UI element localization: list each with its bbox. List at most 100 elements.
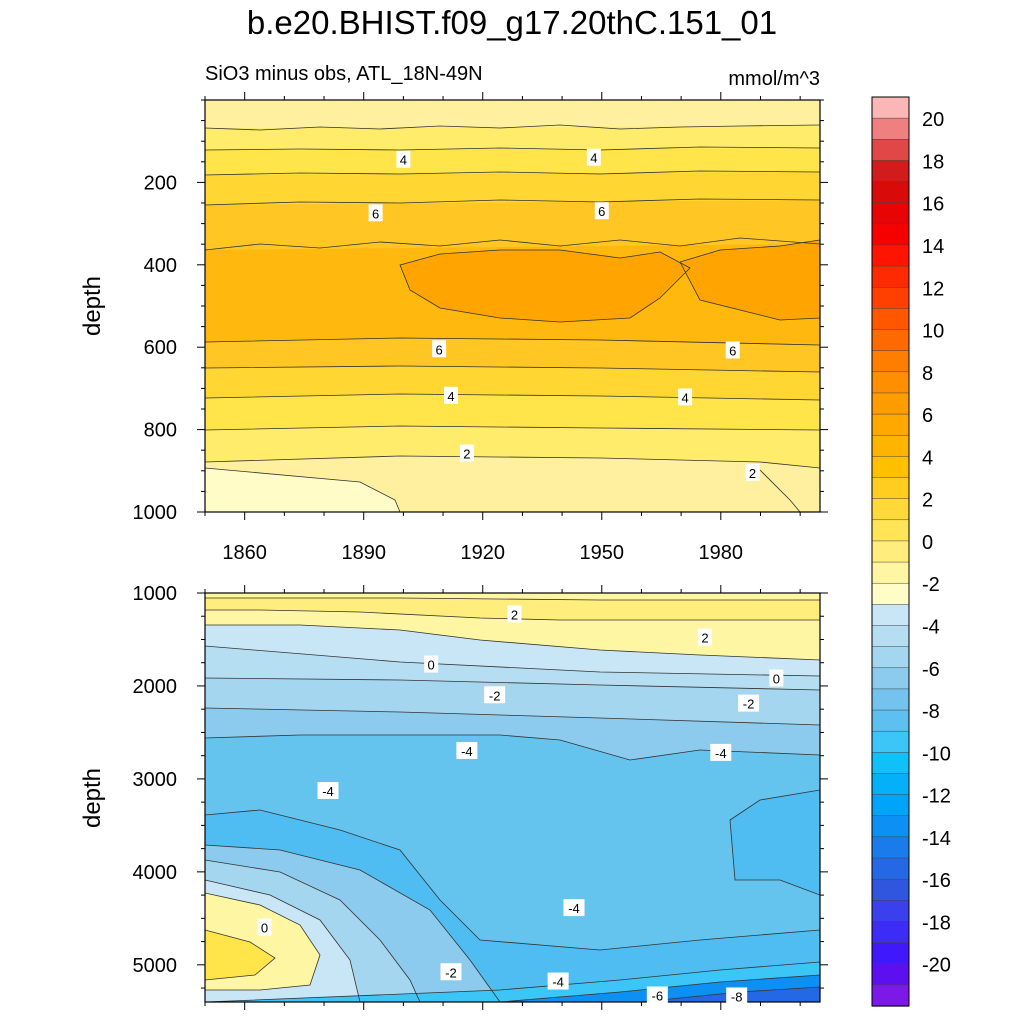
- colorbar-swatch: [871, 984, 910, 1007]
- colorbar-swatch: [871, 582, 910, 605]
- svg-text:6: 6: [372, 206, 379, 221]
- svg-text:6: 6: [598, 204, 605, 219]
- lower-contour-label: -4: [710, 743, 732, 761]
- colorbar-tick-label: -10: [922, 743, 951, 765]
- colorbar-swatch: [871, 392, 910, 415]
- upper-panel: 4 4 6 6 6 6 4 4 2 2 1860 1890 1920 1950 1980 200 400 600…: [79, 92, 828, 564]
- colorbar-tick-label: 0: [922, 532, 933, 554]
- lower-contour-lines: [205, 597, 820, 1002]
- colorbar-tick-label: -6: [922, 659, 940, 681]
- colorbar-swatch: [871, 921, 910, 944]
- upper-contour-label: 6: [725, 341, 740, 359]
- upper-y-axis-label: depth: [79, 276, 106, 336]
- svg-text:0: 0: [428, 658, 435, 673]
- colorbar-swatch: [871, 709, 910, 732]
- lower-y-tick-label: 4000: [133, 862, 178, 884]
- lower-contour-labels: 2 2 0 0 -2 -2 -4 -4 -4 -4 0 -2 -4 -6 -8: [257, 605, 784, 1005]
- svg-text:0: 0: [773, 672, 780, 687]
- colorbar-swatch: [871, 730, 910, 753]
- colorbar-swatch: [871, 265, 910, 288]
- colorbar-swatch: [871, 815, 910, 838]
- colorbar-swatch: [871, 604, 910, 627]
- colorbar-swatch: [871, 540, 910, 563]
- colorbar-swatch: [871, 350, 910, 373]
- upper-contour-lines: [205, 124, 820, 512]
- upper-contour-label: 2: [745, 463, 760, 481]
- svg-text:-4: -4: [461, 744, 473, 759]
- colorbar-swatch: [871, 752, 910, 775]
- lower-y-tick-label: 3000: [133, 769, 178, 791]
- lower-contour-label: -4: [563, 899, 585, 917]
- colorbar-swatch: [871, 434, 910, 458]
- chart-title: b.e20.BHIST.f09_g17.20thC.151_01: [246, 4, 778, 41]
- svg-text:-8: -8: [731, 989, 743, 1004]
- lower-panel: 2 2 0 0 -2 -2 -4 -4 -4 -4 0 -2 -4 -6 -8 1000 2000 3000 40…: [79, 583, 828, 1010]
- upper-contour-label: 6: [594, 202, 609, 220]
- svg-text:2: 2: [463, 446, 470, 461]
- upper-contour-label: 6: [368, 204, 383, 222]
- colorbar-swatch: [871, 667, 910, 690]
- upper-contour-label: 6: [432, 340, 447, 358]
- upper-y-tick-label: 600: [144, 337, 177, 359]
- svg-text:2: 2: [749, 466, 756, 481]
- upper-contour-labels: 4 4 6 6 6 6 4 4 2 2: [368, 148, 760, 481]
- upper-contour-label: 2: [459, 444, 474, 462]
- svg-text:-2: -2: [489, 688, 501, 703]
- colorbar-tick-label: 12: [922, 278, 944, 300]
- colorbar-tick-label: -8: [922, 701, 940, 723]
- lower-y-tick-label: 1000: [133, 583, 178, 605]
- colorbar-swatch: [871, 329, 910, 352]
- colorbar-swatch: [871, 963, 910, 986]
- svg-text:-4: -4: [568, 901, 580, 916]
- colorbar-tick-label: -14: [922, 828, 951, 850]
- colorbar-swatch: [871, 477, 910, 500]
- colorbar-swatch: [871, 413, 910, 436]
- lower-contour-label: -2: [738, 694, 760, 712]
- upper-x-tick-label: 1860: [222, 542, 267, 564]
- colorbar-tick-label: -2: [922, 574, 940, 596]
- svg-text:-4: -4: [715, 746, 727, 761]
- upper-axes: 1860 1890 1920 1950 1980 200 400 600 800 1000: [133, 92, 828, 564]
- colorbar-swatch: [871, 773, 910, 796]
- colorbar-swatch: [871, 498, 910, 521]
- colorbar-swatch: [871, 688, 910, 711]
- lower-y-tick-label: 2000: [133, 676, 178, 698]
- colorbar-swatch: [871, 646, 910, 669]
- lower-contour-label: -2: [484, 686, 506, 704]
- colorbar-tick-label: 14: [922, 236, 944, 258]
- lower-contour-label: 0: [257, 918, 272, 936]
- colorbar-swatch: [871, 900, 910, 923]
- svg-text:-4: -4: [552, 975, 564, 990]
- colorbar-tick-label: 6: [922, 405, 933, 427]
- lower-contour-label: 0: [424, 655, 439, 673]
- colorbar-tick-label: 10: [922, 321, 944, 343]
- upper-contour-label: 4: [396, 150, 411, 168]
- colorbar-tick-label: 18: [922, 151, 944, 173]
- upper-contour-label: 4: [444, 386, 458, 404]
- colorbar-swatch: [871, 857, 910, 880]
- svg-text:2: 2: [511, 607, 518, 622]
- colorbar-swatch: [871, 625, 910, 648]
- upper-x-tick-label: 1890: [341, 542, 386, 564]
- upper-x-tick-label: 1920: [460, 542, 505, 564]
- lower-contour-label: 2: [507, 605, 522, 623]
- colorbar-tick-label: -20: [922, 955, 951, 977]
- colorbar-tick-label: 16: [922, 194, 944, 216]
- svg-text:4: 4: [681, 390, 688, 405]
- colorbar-swatch: [871, 942, 910, 965]
- upper-y-tick-label: 1000: [133, 502, 178, 524]
- colorbar-swatch: [871, 117, 910, 140]
- upper-contour-label: 4: [586, 148, 601, 166]
- svg-text:-6: -6: [652, 988, 664, 1003]
- lower-y-tick-label: 5000: [133, 955, 178, 977]
- svg-text:-2: -2: [743, 697, 755, 712]
- colorbar-tick-label: -16: [922, 870, 951, 892]
- upper-x-tick-label: 1950: [580, 542, 625, 564]
- lower-contour-label: -4: [456, 742, 478, 760]
- colorbar-swatch: [871, 139, 910, 162]
- colorbar-swatch: [871, 223, 910, 246]
- colorbar-swatch: [871, 160, 910, 183]
- colorbar-swatch: [871, 519, 910, 542]
- colorbar-swatch: [871, 287, 910, 310]
